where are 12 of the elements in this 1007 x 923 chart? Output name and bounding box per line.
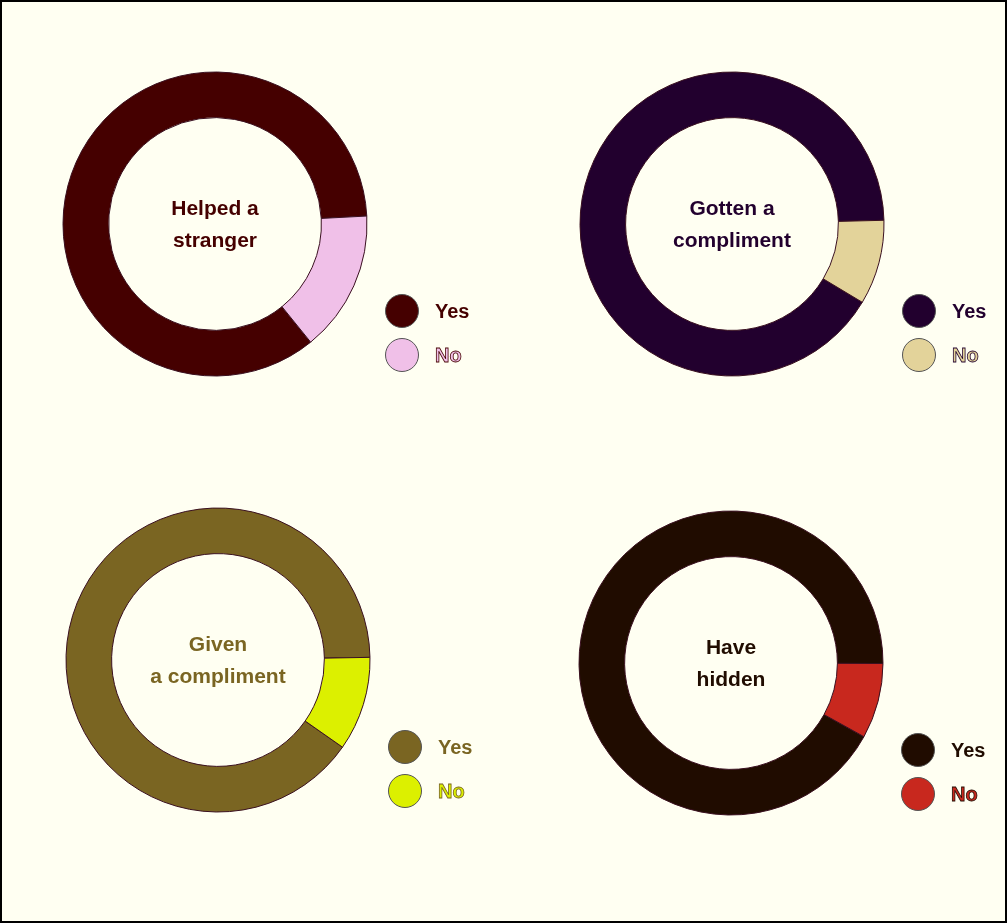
text: Given a compliment (149, 631, 287, 689)
legend-label: No (438, 779, 465, 803)
legend-label: Yes (952, 299, 987, 323)
text: Helped a stranger (170, 195, 260, 253)
legend-label: No (951, 782, 978, 806)
legend-label: Yes (438, 735, 473, 759)
legend-label: Yes (435, 299, 470, 323)
legend-label: No (952, 343, 979, 367)
legend-label: Yes (951, 738, 986, 762)
legend-label: No (435, 343, 462, 367)
text: Have hidden (695, 634, 767, 692)
text: Gotten a compliment (672, 195, 792, 253)
